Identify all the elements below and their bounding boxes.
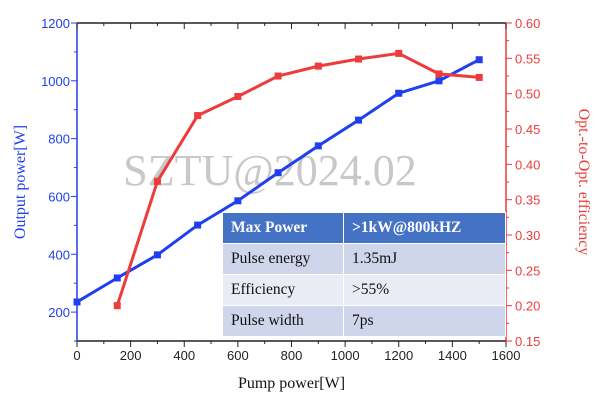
table-cell: >1kW@800kHZ [343, 212, 506, 244]
table-cell: 1.35mJ [343, 243, 506, 275]
y2-tick-label: 0.40 [515, 157, 540, 172]
table-cell: Efficiency [222, 274, 344, 306]
data-point [355, 55, 363, 63]
table-row: Efficiency >55% [222, 274, 506, 306]
data-point [153, 177, 161, 185]
data-point [194, 112, 202, 120]
data-point [435, 70, 443, 78]
data-point [73, 298, 81, 306]
data-point [395, 49, 403, 57]
data-point [475, 73, 483, 81]
data-point [153, 251, 161, 259]
y2-tick-label: 0.45 [515, 122, 540, 137]
y2-tick-label: 0.55 [515, 51, 540, 66]
x-tick-label: 1400 [438, 348, 467, 363]
data-point [314, 142, 322, 150]
table-cell: >55% [343, 274, 506, 306]
y2-tick-label: 0.20 [515, 299, 540, 314]
table-cell: 7ps [343, 305, 506, 337]
x-tick-label: 1200 [384, 348, 413, 363]
table-row: Pulse energy 1.35mJ [222, 243, 506, 275]
y-tick-label: 200 [48, 305, 70, 320]
x-tick-label: 200 [120, 348, 142, 363]
watermark: SZTU@2024.02 [123, 146, 417, 195]
y2-tick-label: 0.25 [515, 263, 540, 278]
y-tick-label: 1200 [41, 16, 70, 31]
data-point [274, 72, 282, 80]
y2-tick-label: 0.30 [515, 228, 540, 243]
y2-axis-label: Opt.-to-Opt. efficiency [575, 109, 592, 256]
spec-table: Max Power >1kW@800kHZ Pulse energy 1.35mJ … [222, 212, 506, 337]
data-point [355, 116, 363, 124]
data-point [395, 89, 403, 97]
table-cell: Pulse energy [222, 243, 344, 275]
y-tick-label: 600 [48, 189, 70, 204]
data-point [113, 302, 121, 310]
data-point [234, 92, 242, 100]
table-cell: Max Power [222, 212, 344, 244]
x-tick-label: 0 [73, 348, 80, 363]
x-tick-label: 1600 [492, 348, 521, 363]
series-line-efficiency [115, 51, 480, 307]
x-axis-label: Pump power[W] [238, 375, 345, 392]
y-tick-label: 400 [48, 247, 70, 262]
data-point [274, 169, 282, 177]
y2-tick-label: 0.35 [515, 193, 540, 208]
x-tick-label: 400 [173, 348, 195, 363]
y2-tick-label: 0.60 [515, 16, 540, 31]
y2-tick-label: 0.50 [515, 87, 540, 102]
y2-tick-label: 0.15 [515, 334, 540, 349]
data-point [234, 197, 242, 205]
x-tick-label: 800 [281, 348, 303, 363]
table-cell: Pulse width [222, 305, 344, 337]
data-point [314, 62, 322, 70]
y-tick-label: 800 [48, 132, 70, 147]
y-tick-label: 1000 [41, 74, 70, 89]
x-tick-label: 1000 [331, 348, 360, 363]
table-row: Pulse width 7ps [222, 305, 506, 337]
y-axis-label: Output power[W] [12, 125, 29, 239]
data-point [113, 274, 121, 282]
x-tick-label: 600 [227, 348, 249, 363]
data-point [435, 77, 443, 85]
table-row: Max Power >1kW@800kHZ [222, 212, 506, 244]
data-point [475, 56, 483, 64]
data-point [194, 221, 202, 229]
